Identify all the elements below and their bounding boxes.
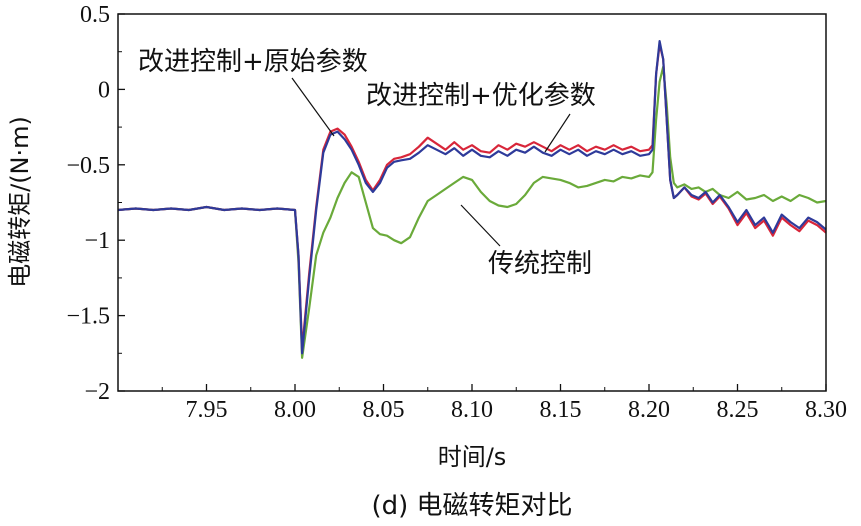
annotation-label: 改进控制+原始参数 — [138, 47, 368, 77]
x-tick-label: 8.00 — [274, 397, 316, 423]
x-tick-label: 8.05 — [363, 397, 405, 423]
figure-caption: (d) 电磁转矩对比 — [371, 491, 572, 521]
annotation-leader — [460, 204, 501, 247]
annotation-label: 改进控制+优化参数 — [366, 81, 596, 111]
annotation-leader — [291, 77, 335, 137]
y-tick-label: −0.5 — [66, 153, 110, 179]
x-axis-title: 时间/s — [438, 443, 507, 471]
y-tick-label: −1 — [84, 228, 110, 254]
y-tick-label: 0 — [98, 77, 110, 103]
x-tick-label: 8.25 — [717, 397, 759, 423]
y-axis-title: 电磁转矩/(N·m) — [6, 116, 34, 288]
annotation-label: 传统控制 — [488, 249, 592, 279]
series-line-2 — [117, 65, 827, 359]
series-line-0 — [117, 39, 827, 355]
y-tick-label: 0.5 — [80, 2, 110, 28]
plot-lines — [117, 39, 827, 359]
annotation-leader — [544, 113, 571, 153]
y-tick-label: −1.5 — [66, 304, 110, 330]
x-tick-label: 8.20 — [628, 397, 670, 423]
x-tick-label: 7.95 — [186, 397, 228, 423]
x-tick-label: 8.10 — [451, 397, 493, 423]
x-tick-label: 8.30 — [805, 397, 847, 423]
x-tick-label: 8.15 — [540, 397, 582, 423]
y-tick-label: −2 — [84, 379, 110, 405]
y-axis: 0.5 0 −0.5 −1 −1.5 −2 — [66, 2, 125, 405]
x-axis: 7.95 8.00 8.05 8.10 8.15 8.20 8.25 8.30 — [161, 384, 847, 423]
